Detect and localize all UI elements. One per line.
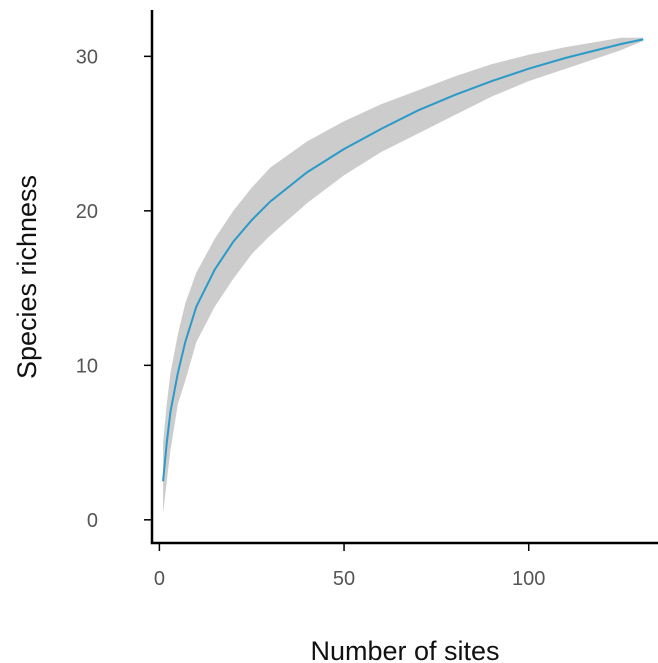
x-axis-title: Number of sites: [310, 636, 499, 663]
y-axis-title: Species richness: [12, 175, 42, 379]
x-tick-label: 50: [333, 568, 355, 590]
y-tick-label: 10: [76, 355, 98, 377]
y-tick-label: 30: [76, 46, 98, 68]
x-ticks: 0 50 100: [154, 543, 546, 590]
x-tick-label: 0: [154, 568, 165, 590]
x-tick-label: 100: [512, 568, 545, 590]
y-tick-label: 0: [87, 510, 98, 532]
y-ticks: 0 10 20 30: [76, 46, 152, 531]
plot-area: [163, 38, 643, 514]
y-tick-label: 20: [76, 201, 98, 223]
confidence-band: [163, 38, 643, 514]
